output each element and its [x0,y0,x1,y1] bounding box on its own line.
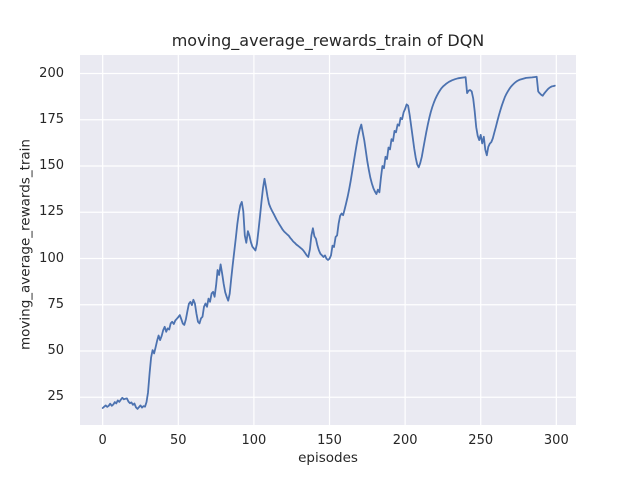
x-tick-label: 250 [468,433,494,448]
x-tick-label: 150 [317,433,342,448]
plot-area [80,55,576,425]
y-tick-label: 175 [39,111,64,127]
x-tick-label: 300 [543,433,569,448]
chart-title: moving_average_rewards_train of DQN [171,31,485,50]
line-chart [80,55,576,425]
y-tick-label: 50 [47,343,64,358]
x-axis-label: episodes [298,450,358,466]
x-tick-label: 50 [170,433,187,448]
gridlines [80,55,576,425]
y-tick-label: 25 [47,389,64,405]
x-tick-label: 100 [241,433,267,448]
y-tick-label: 200 [39,65,64,81]
y-tick-label: 150 [39,158,64,173]
y-tick-label: 75 [47,296,64,312]
y-tick-label: 125 [39,204,64,220]
x-tick-label: 0 [98,433,107,448]
reward-line [101,75,556,410]
x-tick-label: 200 [392,433,418,448]
y-tick-label: 100 [39,250,64,266]
